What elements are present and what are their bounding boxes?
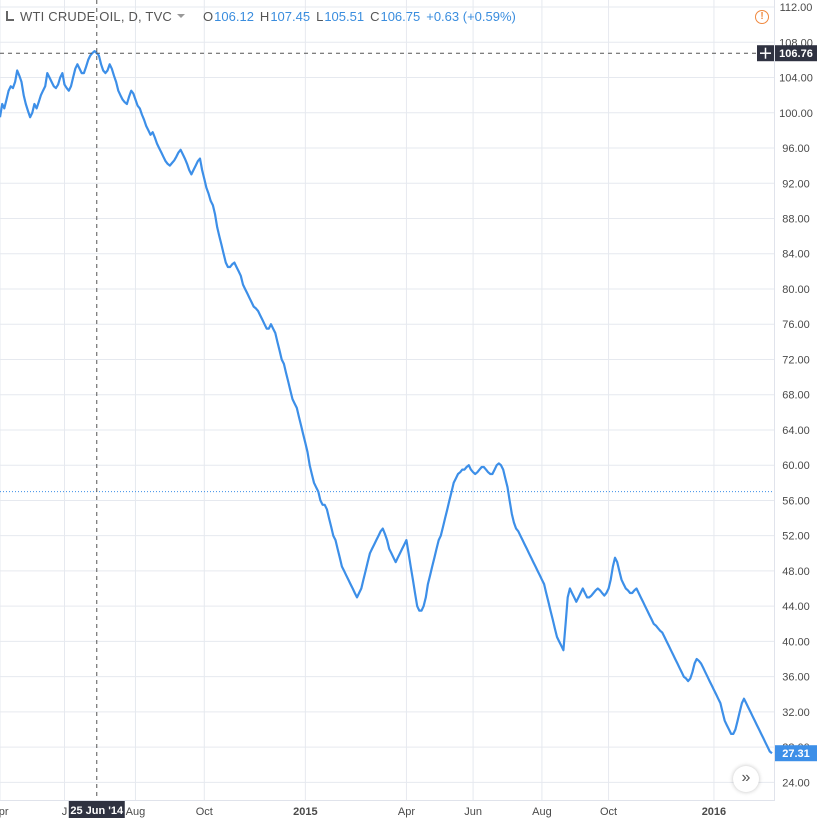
- price-axis[interactable]: 24.0028.0032.0036.0040.0044.0048.0052.00…: [779, 2, 813, 789]
- crosshair-price-label: 106.76: [779, 48, 813, 60]
- y-tick-label: 52.00: [782, 531, 810, 543]
- y-tick-label: 96.00: [782, 143, 810, 155]
- y-tick-label: 32.00: [782, 707, 810, 719]
- close-label: C: [370, 8, 380, 24]
- y-tick-label: 60.00: [782, 460, 810, 472]
- axis-badges: 106.76 27.31 25 Jun '14: [68, 45, 817, 818]
- x-tick-label: Oct: [196, 806, 213, 818]
- y-tick-label: 92.00: [782, 178, 810, 190]
- x-tick-label: Aug: [126, 806, 146, 818]
- y-tick-label: 112.00: [780, 2, 813, 14]
- y-tick-label: 56.00: [782, 495, 810, 507]
- crosshair-price-badge: [775, 45, 817, 62]
- price-series-line: [0, 49, 773, 755]
- y-tick-label: 72.00: [782, 354, 810, 366]
- y-tick-label: 88.00: [782, 214, 810, 226]
- scroll-right-button[interactable]: »: [733, 766, 759, 792]
- high-value: 107.45: [270, 8, 311, 24]
- x-tick-label: Oct: [600, 806, 617, 818]
- y-tick-label: 80.00: [782, 284, 810, 296]
- crosshair-date-badge: [68, 801, 125, 818]
- low-value: 105.51: [324, 8, 365, 24]
- x-tick-label: Aug: [532, 806, 552, 818]
- y-tick-label: 36.00: [782, 672, 810, 684]
- y-tick-label: 104.00: [779, 73, 813, 85]
- time-axis-separator: [0, 800, 775, 801]
- time-axis[interactable]: Apr J Aug Oct 2015 Apr Jun Aug Oct 2016: [0, 806, 726, 818]
- y-tick-label: 84.00: [782, 249, 810, 261]
- x-tick-label: 2015: [293, 806, 317, 818]
- y-tick-label: 44.00: [782, 601, 810, 613]
- y-tick-label: 48.00: [782, 566, 810, 578]
- close-value: 106.75: [380, 8, 421, 24]
- y-tick-label: 76.00: [782, 319, 810, 331]
- open-label: O: [203, 8, 214, 24]
- low-label: L: [316, 8, 324, 24]
- high-label: H: [259, 8, 270, 24]
- y-tick-label: 40.00: [782, 636, 810, 648]
- x-tick-label: 2016: [702, 806, 726, 818]
- last-price-label: 27.31: [782, 748, 810, 760]
- crosshair: [0, 0, 775, 800]
- x-tick-label: Jun: [464, 806, 482, 818]
- y-tick-label: 100.00: [779, 108, 813, 120]
- chevron-down-icon[interactable]: [177, 14, 186, 18]
- crosshair-date-label: 25 Jun '14: [70, 805, 124, 817]
- y-tick-label: 64.00: [782, 425, 810, 437]
- warning-icon[interactable]: !: [755, 10, 769, 24]
- y-tick-label: 68.00: [782, 390, 810, 402]
- x-tick-label: J: [62, 806, 68, 818]
- open-value: 106.12: [214, 8, 254, 24]
- last-price-badge: [775, 745, 817, 762]
- symbol-icon: [6, 11, 14, 21]
- change-value: +0.63 (+0.59%): [426, 8, 516, 24]
- price-axis-separator: [774, 0, 775, 800]
- x-tick-label: Apr: [0, 806, 9, 818]
- y-tick-label: 24.00: [782, 777, 810, 789]
- chart-grid: [0, 0, 775, 800]
- symbol-title[interactable]: WTI CRUDE OIL, D, TVC: [20, 8, 173, 24]
- x-tick-label: Apr: [398, 806, 415, 818]
